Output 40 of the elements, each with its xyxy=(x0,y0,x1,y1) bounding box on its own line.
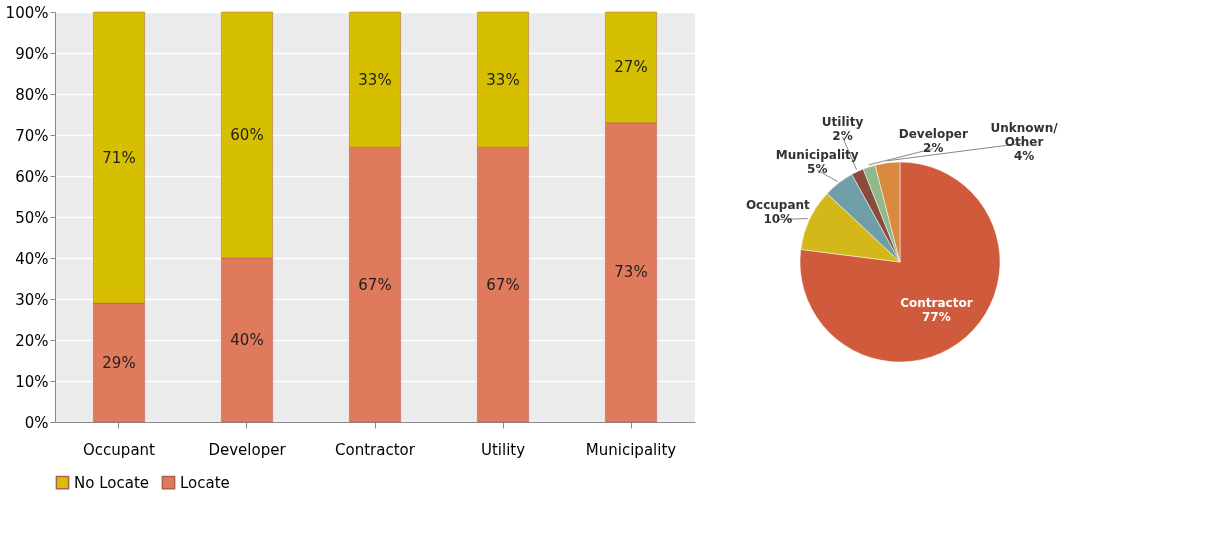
data-label: 71% xyxy=(102,148,136,167)
data-label: 29% xyxy=(102,353,136,372)
y-tick-label: 60% xyxy=(15,167,49,186)
data-label: 33% xyxy=(358,70,392,89)
slice-label: Contractor xyxy=(900,296,973,311)
legend-label: No Locate xyxy=(74,473,149,492)
slice-label: Unknown/ Other xyxy=(990,121,1059,150)
data-label: 2% xyxy=(832,128,853,143)
y-tick-label: 50% xyxy=(15,208,49,227)
slice-label: Utility xyxy=(821,114,864,129)
legend-label: Locate xyxy=(180,473,230,492)
x-tick-label: Contractor xyxy=(335,440,416,459)
x-tick-label: Municipality xyxy=(585,440,677,459)
y-tick-label: 20% xyxy=(15,331,49,350)
x-tick-label: Utility xyxy=(480,440,526,459)
slice-label: Municipality xyxy=(775,148,859,163)
y-tick-label: 30% xyxy=(15,290,49,309)
data-label: 67% xyxy=(358,275,392,294)
y-tick-label: 100% xyxy=(5,3,49,22)
y-tick-label: 90% xyxy=(15,44,49,63)
y-tick-label: 70% xyxy=(15,126,49,145)
x-tick-label: Developer xyxy=(208,440,287,459)
data-label: 33% xyxy=(486,70,520,89)
y-tick-label: 80% xyxy=(15,85,49,104)
data-label: 73% xyxy=(614,263,648,282)
data-label: 5% xyxy=(807,162,828,177)
x-tick-label: Occupant xyxy=(83,440,156,459)
slice-label: Occupant xyxy=(745,197,811,212)
y-tick-label: 10% xyxy=(15,372,49,391)
data-label: 67% xyxy=(486,275,520,294)
data-label: 27% xyxy=(614,58,648,77)
data-label: 2% xyxy=(923,140,944,155)
data-label: 40% xyxy=(230,331,264,349)
data-label: 77% xyxy=(922,310,951,325)
slice-label: Developer xyxy=(898,126,968,141)
data-label: 10% xyxy=(763,211,793,226)
data-label: 60% xyxy=(230,126,264,144)
y-tick-label: 40% xyxy=(15,249,49,268)
data-label: 4% xyxy=(1013,149,1035,164)
y-tick-label: 0% xyxy=(24,413,49,432)
